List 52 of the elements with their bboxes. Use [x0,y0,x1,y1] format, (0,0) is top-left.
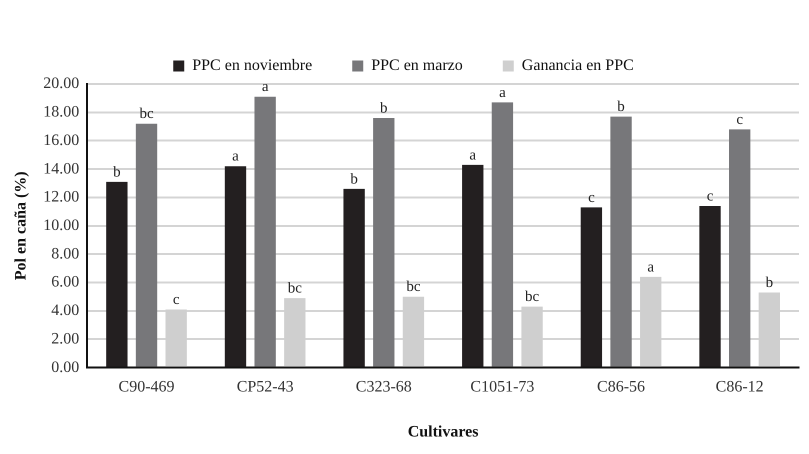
bar [373,118,394,367]
x-tick-label: C86-56 [597,378,646,396]
data-label: a [469,147,476,164]
data-label: b [380,100,388,116]
y-tick-label: 6.00 [51,274,80,291]
y-tick-label: 8.00 [51,245,80,262]
data-label: c [172,292,180,308]
data-label: b [617,99,625,116]
data-label: c [588,190,596,206]
y-tick-label: 14.00 [43,160,80,178]
data-label: bc [288,280,302,297]
data-label: a [499,84,506,101]
bar [343,188,365,367]
data-label: a [647,259,654,276]
data-label: bc [524,289,540,306]
bar [729,129,750,367]
y-tick-label: 4.00 [51,302,80,320]
data-label: b [350,171,358,188]
bar [106,182,128,367]
data-label: bc [139,106,154,122]
y-tick-label: 10.00 [43,217,80,234]
bar [580,207,602,367]
y-tick-label: 18.00 [43,104,80,121]
x-axis-title: Cultivares [408,424,479,441]
bar [136,124,158,367]
data-label: c [736,112,744,128]
bar [610,116,632,367]
data-label: c [706,188,714,204]
y-tick-label: 0.00 [51,358,80,376]
x-tick-label: C323-68 [356,378,412,396]
data-label: b [766,274,774,291]
x-tick-label: C86-12 [716,378,764,396]
legend-label: PPC en noviembre [192,57,312,74]
bar [224,166,246,367]
legend-label: Ganancia en PPC [522,57,634,74]
bar [462,164,484,367]
data-label: a [232,148,240,165]
y-axis-title: Pol en caña (%) [12,171,30,280]
y-tick-label: 12.00 [43,188,80,206]
data-label: a [262,79,269,96]
y-tick-label: 20.00 [43,75,80,92]
bar [254,96,276,367]
x-tick-label: C90-469 [118,378,175,396]
x-tick-label: C1051-73 [470,378,534,396]
data-label: b [113,164,121,180]
bar [492,102,514,367]
legend-label: PPC en marzo [371,57,463,74]
bar [699,206,721,367]
data-label: bc [406,279,421,296]
y-tick-label: 2.00 [51,330,80,348]
y-tick-label: 16.00 [43,132,80,149]
x-tick-label: CP52-43 [236,378,294,396]
